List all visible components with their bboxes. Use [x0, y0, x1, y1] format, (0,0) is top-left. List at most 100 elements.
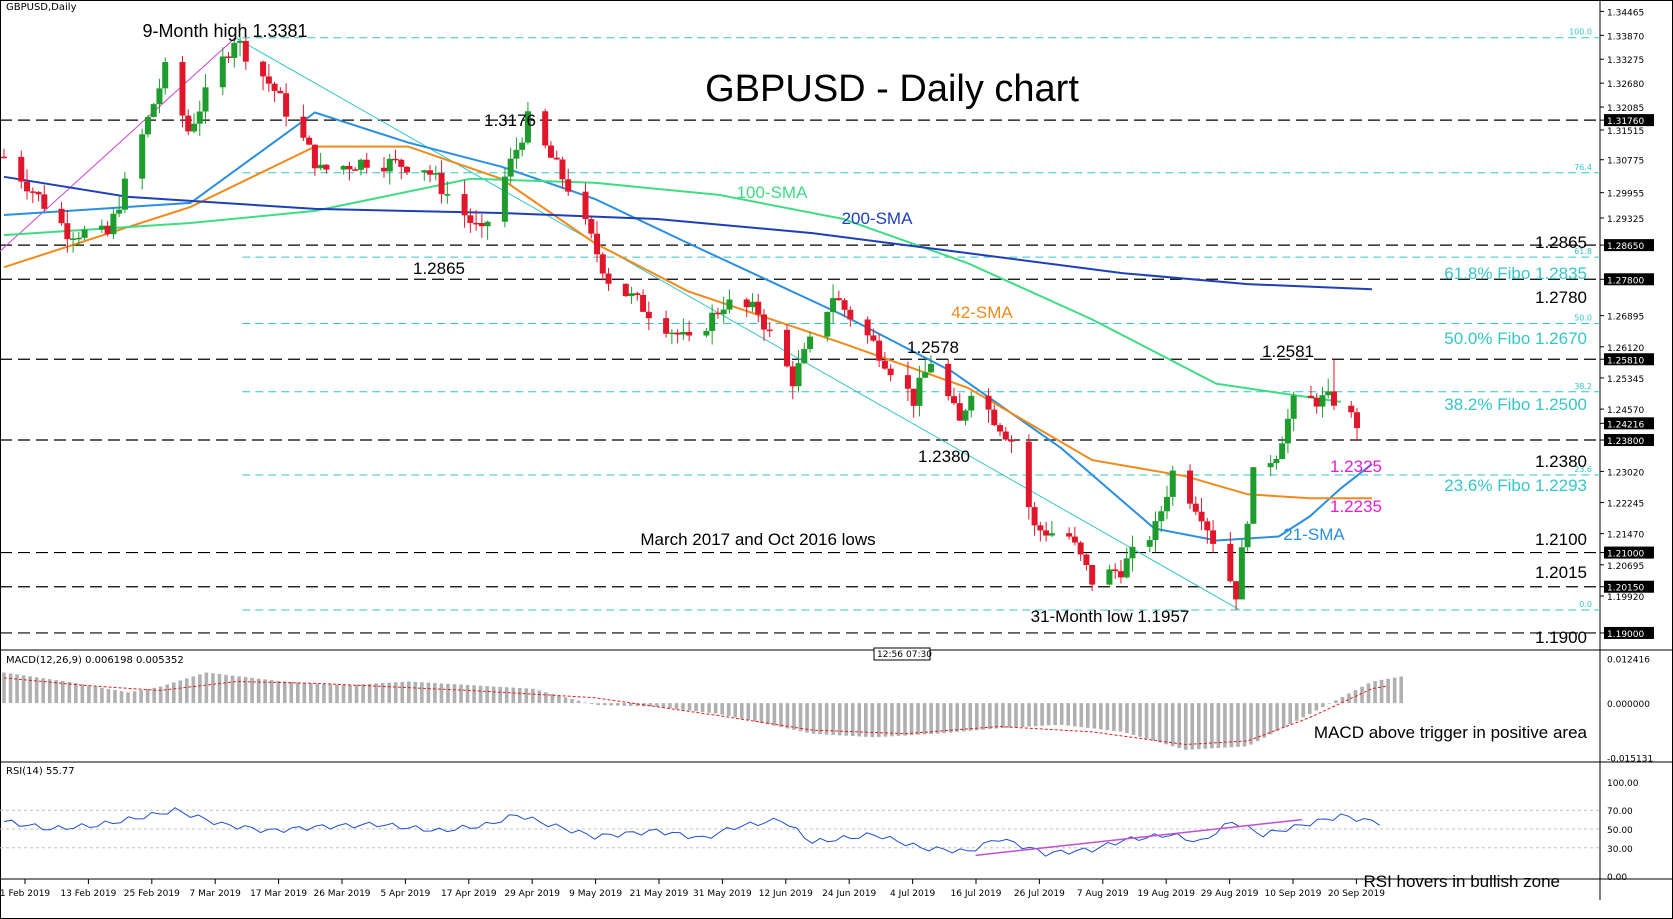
- bearish-candle: [686, 331, 693, 336]
- macd-histogram-bar: [1307, 703, 1312, 714]
- 42-sma-line: [3, 145, 1372, 500]
- macd-histogram-bar: [1399, 676, 1403, 704]
- bearish-candle: [634, 293, 641, 295]
- right-level-label: 1.2015: [1535, 563, 1587, 582]
- macd-histogram-bar: [256, 678, 261, 704]
- bearish-candle: [605, 273, 612, 284]
- rsi-panel: 100.00 70.00 50.00 30.00 0.00 RSI hovers in b…: [0, 779, 1639, 891]
- macd-histogram-bar: [1183, 703, 1188, 750]
- bearish-candle: [1192, 503, 1199, 512]
- bullish-candle: [501, 176, 508, 222]
- macd-histogram-bar: [243, 677, 248, 704]
- macd-histogram-bar: [733, 703, 738, 718]
- bearish-candle: [380, 167, 387, 172]
- macd-histogram-bar: [1373, 680, 1377, 704]
- moving-averages: [3, 111, 1373, 542]
- price-tag: [1604, 626, 1654, 639]
- macd-histogram-bar: [798, 703, 803, 732]
- bullish-candle: [1123, 558, 1130, 578]
- macd-histogram-bar: [1392, 677, 1397, 704]
- bearish-candle: [323, 164, 330, 170]
- right-level-label: 61.8% Fibo 1.2835: [1444, 264, 1587, 283]
- right-level-label: 23.6% Fibo 1.2293: [1444, 476, 1587, 495]
- window-label: GBPUSD,Daily: [6, 2, 77, 13]
- bearish-candle: [265, 76, 272, 84]
- macd-histogram-bar: [289, 681, 294, 704]
- price-tag: [1604, 273, 1654, 286]
- fibonacci-levels: 100.0 76.4 61.8 50.0 38.2 23.6 0.0: [242, 28, 1600, 611]
- time-axis: 1 Feb 2019 13 Feb 2019 25 Feb 2019 7 Mar 20…: [0, 879, 1385, 899]
- macd-histogram-bar: [1249, 703, 1253, 745]
- bullish-candle: [1284, 418, 1291, 444]
- bearish-candle: [870, 335, 877, 341]
- macd-histogram-bar: [361, 684, 365, 704]
- right-level-label: 1.2865: [1535, 233, 1587, 252]
- bearish-candle: [1313, 397, 1320, 407]
- macd-histogram-bar: [328, 684, 333, 704]
- bullish-candle: [1325, 391, 1332, 396]
- bearish-candle: [1, 156, 7, 159]
- macd-histogram-bar: [681, 703, 685, 710]
- bearish-candle: [461, 194, 468, 216]
- bullish-candle: [116, 209, 123, 214]
- chart-annotation: 1.2578: [907, 338, 959, 357]
- macd-histogram-bar: [472, 685, 476, 704]
- price-tag-label: 1.25810: [1607, 356, 1644, 366]
- bearish-candle: [864, 319, 871, 336]
- price-tag-label: 1.24216: [1607, 420, 1644, 430]
- bearish-candle: [766, 329, 773, 332]
- macd-histogram-bar: [726, 703, 731, 716]
- macd-histogram-bar: [511, 687, 516, 704]
- bearish-candle: [789, 366, 796, 387]
- macd-signal-line: [3, 677, 1388, 746]
- macd-histogram-bar: [198, 674, 202, 704]
- macd-histogram-bar: [864, 703, 868, 737]
- bearish-candle: [271, 83, 278, 91]
- macd-histogram-bar: [1386, 678, 1390, 704]
- bullish-candle: [421, 170, 428, 173]
- bearish-candle: [1354, 412, 1360, 429]
- macd-histogram-bar: [1275, 703, 1279, 731]
- bearish-candle: [104, 225, 111, 235]
- macd-histogram-bar: [831, 703, 835, 735]
- macd-histogram-bar: [1294, 703, 1299, 721]
- macd-histogram-bar: [1321, 703, 1325, 708]
- macd-histogram-bar: [1079, 703, 1084, 728]
- bullish-candle: [1290, 395, 1297, 419]
- bullish-candle: [162, 62, 169, 89]
- bearish-candle: [29, 191, 36, 193]
- chart-annotation: 1.2380: [918, 447, 970, 466]
- macd-annotation: MACD above trigger in positive area: [1314, 723, 1588, 742]
- bearish-candle: [1031, 507, 1038, 526]
- macd-histogram-bar: [1105, 703, 1110, 731]
- price-tag-label: 1.21000: [1607, 550, 1644, 560]
- macd-histogram-bar: [380, 682, 385, 704]
- bearish-candle: [1330, 391, 1337, 406]
- date-label: 26 Jul 2019: [1014, 889, 1065, 899]
- macd-histogram-bar: [348, 684, 352, 704]
- bullish-candle: [1244, 523, 1251, 548]
- macd-histogram-bar: [929, 703, 933, 735]
- macd-histogram-bar: [785, 703, 790, 729]
- rsi-trendline: [975, 818, 1303, 857]
- bearish-candle: [1204, 521, 1211, 531]
- price-tick-label: 1.33275: [1607, 56, 1644, 66]
- macd-histogram-bar: [700, 703, 705, 713]
- candlesticks: [1, 35, 1360, 611]
- bullish-candle: [150, 104, 157, 117]
- price-tick-label: 1.19920: [1607, 593, 1644, 603]
- macd-histogram-bar: [779, 703, 783, 728]
- macd-histogram-bar: [596, 703, 600, 706]
- bearish-candle: [547, 145, 554, 158]
- right-level-label: 38.2% Fibo 1.2500: [1444, 395, 1587, 414]
- bearish-candle: [1066, 533, 1073, 537]
- 21-sma-line: [3, 111, 1373, 542]
- date-label: 17 Apr 2019: [441, 889, 497, 899]
- bearish-candle: [41, 194, 48, 209]
- macd-histogram-bar: [41, 678, 45, 704]
- bearish-candle: [1008, 439, 1015, 442]
- macd-histogram-bar: [1268, 703, 1273, 735]
- bearish-candle: [242, 40, 249, 62]
- macd-histogram-bar: [550, 693, 555, 704]
- uptrend-line: [0, 37, 236, 252]
